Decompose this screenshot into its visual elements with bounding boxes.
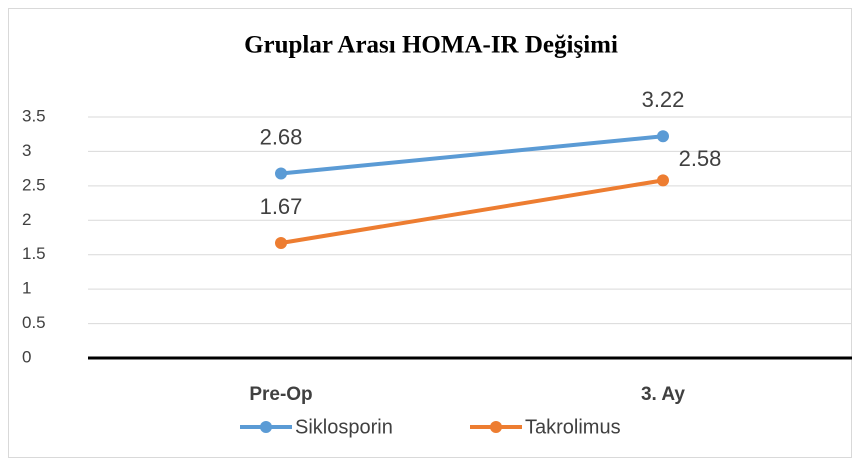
y-tick-label: 3 bbox=[22, 141, 31, 160]
y-tick-label: 0 bbox=[22, 347, 31, 366]
y-tick-label: 2 bbox=[22, 210, 31, 229]
y-tick-label: 1.5 bbox=[22, 244, 46, 263]
y-tick-label: 0.5 bbox=[22, 313, 46, 332]
point bbox=[275, 237, 287, 250]
data-label: 1.67 bbox=[260, 194, 303, 219]
y-tick-label: 1 bbox=[22, 279, 31, 298]
point bbox=[657, 130, 669, 143]
point bbox=[275, 167, 287, 180]
legend-label: Takrolimus bbox=[525, 416, 621, 438]
y-tick-label: 2.5 bbox=[22, 175, 46, 194]
legend-label: Siklosporin bbox=[295, 416, 393, 438]
data-label: 2.68 bbox=[260, 124, 303, 149]
series-line bbox=[279, 134, 665, 176]
legend-marker bbox=[490, 421, 502, 433]
series-line bbox=[279, 178, 665, 246]
legend-marker bbox=[260, 421, 272, 433]
point bbox=[657, 174, 669, 187]
chart-title: Gruplar Arası HOMA-IR Değişimi bbox=[244, 32, 618, 59]
chart-border bbox=[8, 8, 852, 458]
y-tick-label: 3.5 bbox=[22, 106, 46, 125]
x-tick-label: 3. Ay bbox=[641, 384, 685, 405]
x-tick-label: Pre-Op bbox=[249, 384, 312, 405]
data-label: 2.58 bbox=[679, 146, 722, 171]
data-label: 3.22 bbox=[642, 87, 685, 112]
